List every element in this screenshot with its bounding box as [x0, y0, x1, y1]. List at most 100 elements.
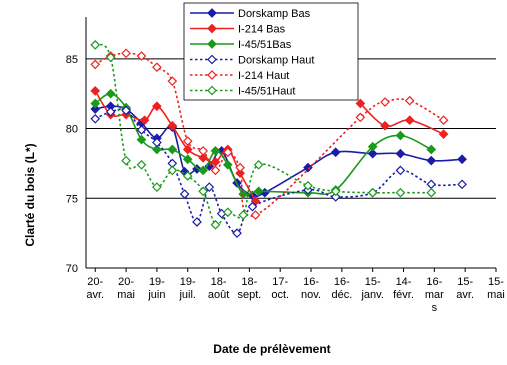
data-point [426, 179, 437, 190]
data-point [210, 165, 221, 176]
data-point [136, 159, 147, 170]
data-point [210, 146, 221, 156]
data-point [404, 115, 415, 126]
data-point [139, 115, 150, 126]
x-tick-label: 19-juil. [178, 276, 196, 301]
y-tick-label: 80 [66, 124, 78, 136]
x-tick-label: 17-oct. [271, 276, 289, 301]
series-i-45-51bas [90, 88, 437, 199]
data-point [90, 59, 101, 70]
series-line [94, 92, 432, 197]
data-point [105, 106, 116, 117]
axes [85, 17, 497, 272]
series-dorskamp-haut [90, 105, 467, 238]
x-tick-label-line: juil. [178, 289, 196, 301]
data-point [167, 120, 178, 131]
data-point [182, 171, 193, 181]
x-tick-label-line: 15- [365, 276, 381, 288]
legend-label: I-214 Bas [238, 24, 286, 36]
data-point [438, 129, 449, 139]
data-point [367, 148, 378, 159]
data-point [426, 144, 437, 155]
x-tick-label-line: févr. [393, 289, 414, 301]
data-point [303, 180, 313, 191]
legend-label: I-45/51Haut [238, 86, 295, 98]
data-point [182, 136, 193, 146]
data-point [426, 187, 437, 198]
legend-item: Dorskamp Bas [190, 8, 311, 20]
data-point [222, 147, 233, 158]
series-line [94, 108, 463, 234]
data-point [90, 104, 101, 114]
legend-item: I-45/51Haut [190, 86, 295, 98]
legend-swatch-marker [207, 23, 217, 34]
data-point [198, 165, 208, 176]
data-point [136, 51, 147, 61]
data-point [457, 154, 467, 165]
x-axis-title: Date de prélèvement [213, 342, 330, 356]
data-point [395, 130, 406, 141]
legend-item: I-45/51Bas [190, 39, 292, 51]
x-tick-label-line: 19- [180, 276, 196, 288]
x-tick-label-line: 15- [488, 276, 504, 288]
x-tick-label: 14-févr. [393, 276, 414, 301]
data-point [121, 105, 131, 116]
data-point [380, 120, 390, 131]
data-point [395, 187, 406, 198]
data-point [253, 186, 264, 197]
data-point [204, 182, 215, 192]
data-point [167, 144, 178, 155]
x-tick-label-line: s [432, 302, 438, 314]
series-i-45-51haut [90, 40, 437, 230]
x-tick-label: 16-déc. [331, 276, 352, 301]
legend-box [183, 2, 359, 101]
legend-label: Dorskamp Haut [238, 55, 314, 67]
data-point [395, 148, 406, 159]
data-point [250, 210, 261, 220]
x-tick-label-line: oct. [271, 289, 289, 301]
legend-label: I-214 Haut [238, 70, 289, 82]
data-point [235, 162, 245, 173]
legend-label: I-45/51Bas [238, 39, 292, 51]
x-tick-label-line: mar [425, 289, 444, 301]
data-point [367, 187, 378, 198]
data-point [426, 155, 437, 166]
x-tick-label-line: nov. [301, 289, 321, 301]
data-point [198, 186, 208, 197]
data-point [438, 115, 449, 126]
legend-swatch-marker [207, 70, 217, 80]
series-line [359, 102, 444, 135]
legend-swatch-marker [207, 8, 217, 18]
data-point [303, 162, 313, 173]
x-tick-label-line: 16- [426, 276, 442, 288]
series-group [90, 40, 467, 238]
x-tick-label-line: mai [117, 289, 135, 301]
data-point [121, 48, 131, 59]
data-point [152, 62, 162, 73]
x-tick-label: 16-nov. [301, 276, 321, 301]
data-point [90, 40, 101, 50]
x-tick-label-line: avr. [456, 289, 474, 301]
x-tick-label: 18-août [208, 276, 229, 301]
x-tick-label-line: août [208, 289, 229, 301]
data-point [198, 152, 208, 163]
data-point [395, 165, 406, 176]
x-tick-label-line: 16- [334, 276, 350, 288]
data-point [355, 112, 366, 123]
x-tick-label: 15-janv. [360, 276, 383, 301]
data-point [457, 179, 467, 190]
data-point [404, 95, 415, 106]
x-tick-label-line: 20- [118, 276, 134, 288]
legend-swatch-marker [207, 54, 217, 65]
legend-item: I-214 Bas [190, 24, 286, 36]
data-point [182, 154, 193, 165]
legend: Dorskamp Bas I-214 Bas I-45/51Bas Dorskamp … [183, 2, 359, 101]
data-point [167, 165, 178, 176]
x-tick-label: 16-mar s [425, 276, 444, 314]
x-tick-label: 15-avr. [456, 276, 474, 301]
data-point [152, 144, 162, 155]
data-point [90, 98, 101, 109]
x-tick-label-line: 16- [303, 276, 319, 288]
legend-label: Dorskamp Bas [238, 8, 311, 20]
